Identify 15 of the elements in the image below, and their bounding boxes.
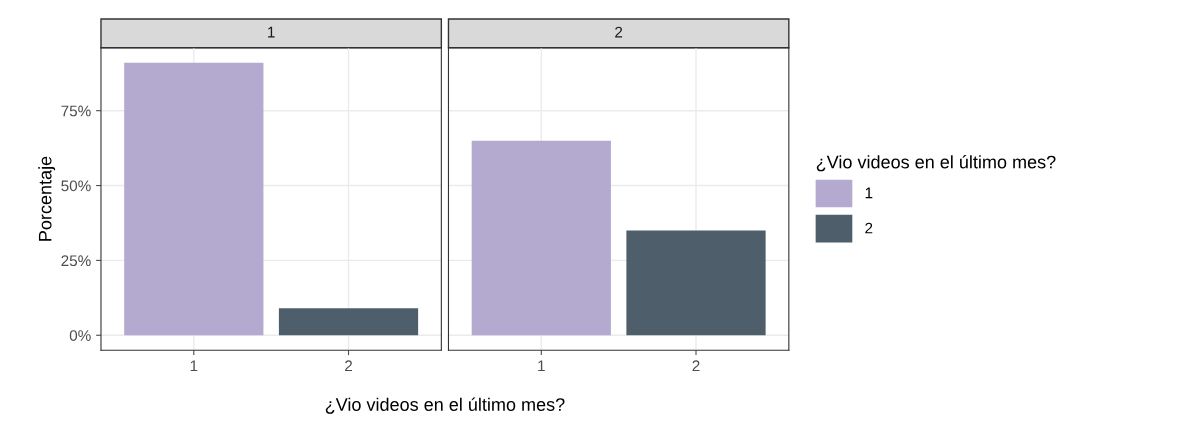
y-tick-label: 75% [61,105,91,117]
x-axis-title: ¿Vio videos en el último mes? [325,397,565,414]
legend-title: ¿Vio videos en el último mes? [816,154,1056,172]
x-tick-label: 1 [538,360,545,372]
y-tick-label: 50% [61,180,91,192]
x-tick-label: 1 [190,360,198,372]
chart-title: 1 [268,26,275,38]
y-axis-title: Porcentaje [38,156,56,241]
chart-title: 2 [615,26,623,38]
legend-label: 1 [865,187,873,199]
x-tick-label: 2 [345,360,352,372]
x-tick-label: 2 [692,360,700,372]
y-tick-label: 0% [69,330,91,341]
y-tick-label: 25% [61,255,91,267]
legend-label: 2 [865,222,873,234]
